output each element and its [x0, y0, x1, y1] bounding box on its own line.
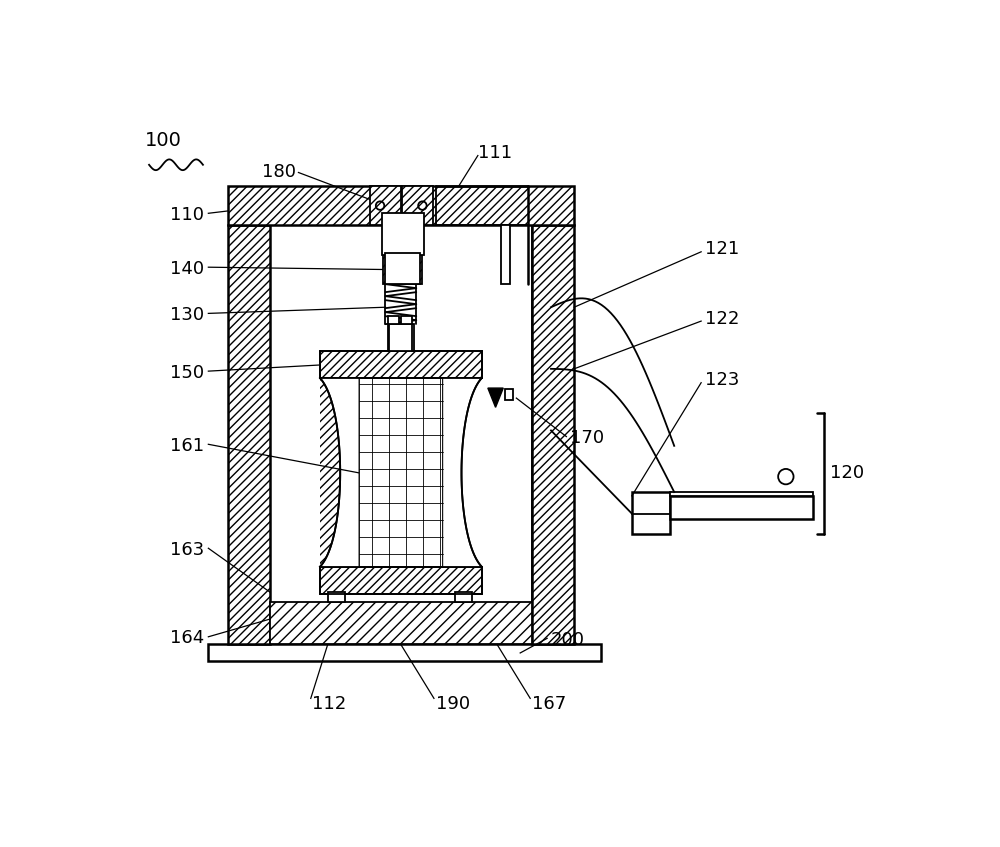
Bar — [228, 224, 270, 645]
Text: 180: 180 — [262, 163, 296, 181]
Bar — [358, 378, 443, 567]
Bar — [532, 224, 574, 645]
Bar — [328, 592, 345, 602]
Bar — [320, 352, 482, 378]
Bar — [383, 255, 422, 284]
Bar — [208, 645, 601, 662]
Bar — [501, 224, 510, 284]
Text: 163: 163 — [170, 540, 204, 559]
Bar — [632, 492, 670, 534]
Bar — [389, 324, 412, 352]
Bar — [270, 602, 532, 645]
Text: 123: 123 — [705, 371, 739, 390]
Text: 111: 111 — [478, 144, 512, 163]
Text: 110: 110 — [170, 206, 204, 224]
Bar — [320, 567, 482, 594]
Polygon shape — [488, 388, 503, 407]
Bar — [228, 186, 574, 224]
Bar — [393, 224, 410, 255]
Bar — [402, 186, 433, 224]
Text: 150: 150 — [170, 363, 204, 382]
Text: 200: 200 — [551, 631, 585, 649]
Text: 122: 122 — [705, 310, 739, 328]
Polygon shape — [320, 378, 358, 567]
Text: 112: 112 — [312, 695, 347, 713]
Bar — [670, 495, 813, 519]
Text: 121: 121 — [705, 241, 739, 258]
Bar — [505, 389, 512, 400]
Text: 161: 161 — [170, 437, 204, 455]
Bar — [370, 186, 401, 224]
Bar — [388, 324, 414, 352]
Polygon shape — [443, 378, 482, 567]
Bar — [670, 492, 813, 495]
Text: 170: 170 — [570, 429, 604, 447]
Bar — [388, 317, 399, 324]
Polygon shape — [443, 378, 482, 567]
Text: 140: 140 — [170, 260, 204, 278]
Bar — [270, 224, 532, 645]
Text: 190: 190 — [436, 695, 470, 713]
Text: 130: 130 — [170, 306, 204, 324]
Bar — [401, 317, 412, 324]
Text: 120: 120 — [830, 464, 864, 482]
Text: 164: 164 — [170, 629, 204, 647]
Bar — [455, 592, 472, 602]
Bar — [382, 213, 424, 255]
Bar — [385, 253, 420, 284]
Text: 167: 167 — [532, 695, 566, 713]
Text: 100: 100 — [144, 130, 181, 150]
Polygon shape — [320, 378, 340, 567]
